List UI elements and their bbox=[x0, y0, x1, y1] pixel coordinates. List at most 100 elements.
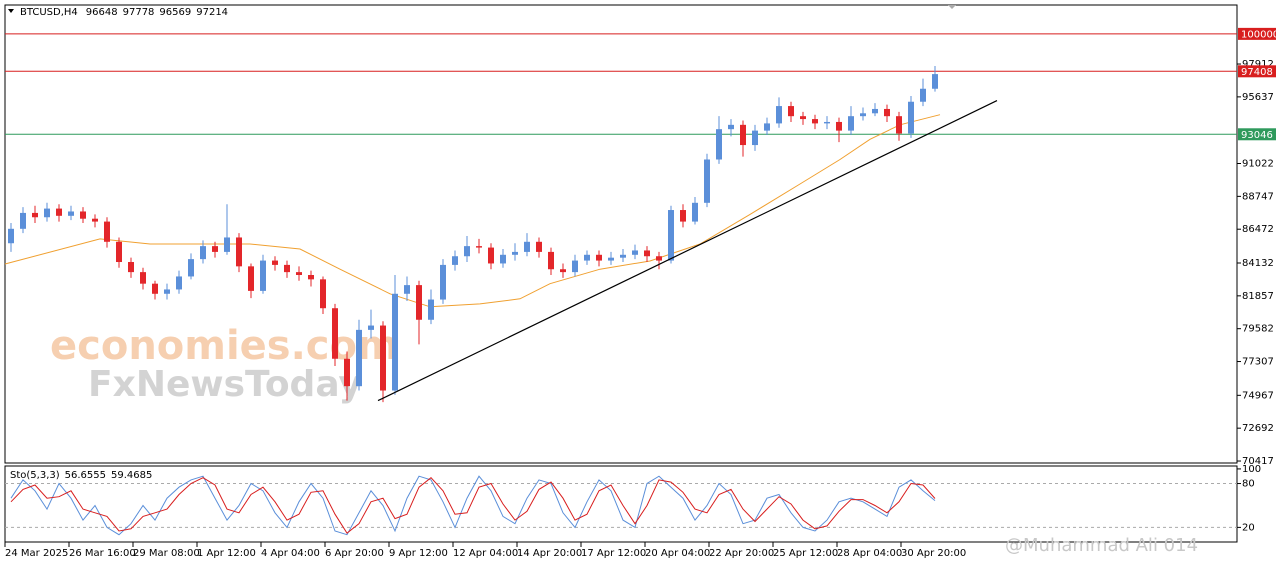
candle-body bbox=[404, 285, 410, 294]
candle-body bbox=[572, 260, 578, 273]
candle-body bbox=[812, 119, 818, 124]
y-tick-label: 74967 bbox=[1242, 390, 1274, 401]
x-tick-label: 24 Mar 2025 bbox=[5, 548, 68, 559]
chart-header: BTCUSD,H4 96648 97778 96569 97214 bbox=[20, 7, 228, 18]
candle-body bbox=[104, 221, 110, 242]
candle-body bbox=[164, 289, 170, 294]
candle-body bbox=[356, 329, 362, 387]
header-close: 97214 bbox=[196, 7, 228, 18]
watermark: FxNewsToday bbox=[88, 364, 362, 405]
candle-body bbox=[656, 256, 662, 261]
candle-body bbox=[200, 246, 206, 260]
candle-body bbox=[560, 269, 566, 273]
candle-body bbox=[644, 250, 650, 257]
x-tick-label: 29 Mar 08:00 bbox=[133, 548, 200, 559]
x-tick-label: 26 Mar 16:00 bbox=[69, 548, 136, 559]
candle-body bbox=[56, 208, 62, 216]
x-tick-label: 30 Apr 20:00 bbox=[901, 548, 966, 559]
y-tick-label: 86472 bbox=[1242, 224, 1274, 235]
candle-body bbox=[884, 108, 890, 117]
x-tick-label: 6 Apr 20:00 bbox=[325, 548, 384, 559]
x-tick-label: 20 Apr 04:00 bbox=[645, 548, 710, 559]
indicator-signal: 59.4685 bbox=[111, 470, 152, 481]
level-label-box bbox=[1238, 27, 1276, 40]
candle-body bbox=[464, 246, 470, 257]
y-tick-label: 100 bbox=[1242, 464, 1261, 475]
candle-body bbox=[152, 283, 158, 294]
indicator-main: 56.6555 bbox=[65, 470, 106, 481]
y-tick-label: 97912 bbox=[1242, 59, 1274, 70]
header-low: 96569 bbox=[159, 7, 191, 18]
candle-body bbox=[800, 116, 806, 120]
candle-body bbox=[92, 218, 98, 222]
level-label: 93046 bbox=[1241, 130, 1273, 141]
level-label-box bbox=[1238, 128, 1276, 141]
candle-body bbox=[428, 299, 434, 320]
candle-body bbox=[608, 257, 614, 261]
candle-body bbox=[260, 260, 266, 291]
moving-average bbox=[4, 114, 941, 308]
indicator-line bbox=[10, 477, 936, 534]
level-label-box bbox=[1238, 65, 1276, 78]
header-high: 97778 bbox=[123, 7, 155, 18]
y-tick-label: 91022 bbox=[1242, 159, 1274, 170]
candle-body bbox=[776, 106, 782, 124]
candle-body bbox=[764, 123, 770, 131]
candle-body bbox=[176, 276, 182, 290]
candle-body bbox=[620, 254, 626, 258]
candle-body bbox=[668, 210, 674, 261]
x-tick-label: 25 Apr 12:00 bbox=[773, 548, 838, 559]
indicator-name: Sto(5,3,3) bbox=[10, 470, 60, 481]
candle-body bbox=[584, 254, 590, 261]
indicator-header: Sto(5,3,3) 56.6555 59.4685 bbox=[10, 470, 152, 481]
candle-body bbox=[788, 106, 794, 117]
candle-body bbox=[452, 256, 458, 265]
candle-body bbox=[728, 124, 734, 130]
candle-body bbox=[596, 254, 602, 261]
candle-body bbox=[128, 262, 134, 273]
y-tick-label: 77307 bbox=[1242, 357, 1274, 368]
candle-body bbox=[872, 108, 878, 114]
x-tick-label: 28 Apr 04:00 bbox=[837, 548, 902, 559]
candle-body bbox=[320, 279, 326, 309]
shift-marker bbox=[948, 5, 956, 9]
candle-body bbox=[212, 246, 218, 252]
candle-body bbox=[488, 247, 494, 264]
x-tick-label: 1 Apr 12:00 bbox=[197, 548, 256, 559]
y-tick-label: 88747 bbox=[1242, 191, 1274, 202]
candle-body bbox=[632, 250, 638, 255]
y-tick-label: 84132 bbox=[1242, 258, 1274, 269]
candle-body bbox=[704, 159, 710, 203]
candle-body bbox=[512, 251, 518, 255]
level-label: 97408 bbox=[1241, 67, 1273, 78]
candle-body bbox=[524, 241, 530, 252]
candle-body bbox=[296, 272, 302, 276]
candle-body bbox=[692, 202, 698, 222]
collapse-arrow[interactable] bbox=[8, 9, 14, 13]
candle-body bbox=[44, 208, 50, 218]
trendline bbox=[377, 100, 998, 402]
symbol: BTCUSD,H4 bbox=[20, 7, 78, 18]
price-panel bbox=[4, 4, 1238, 464]
candle-body bbox=[188, 259, 194, 277]
candle-body bbox=[680, 210, 686, 222]
credit: @Muhammad Ali 014 bbox=[1005, 535, 1198, 556]
y-tick-label: 80 bbox=[1242, 479, 1255, 490]
candle-body bbox=[740, 124, 746, 146]
candle-body bbox=[116, 241, 122, 263]
y-tick-label: 79582 bbox=[1242, 324, 1274, 335]
indicator-panel bbox=[4, 465, 1238, 543]
watermark: economies.com bbox=[50, 323, 399, 369]
candle-body bbox=[440, 264, 446, 300]
candle-body bbox=[908, 101, 914, 134]
candle-body bbox=[896, 116, 902, 134]
header-open: 96648 bbox=[86, 7, 118, 18]
candle-body bbox=[80, 211, 86, 219]
candle-body bbox=[716, 129, 722, 160]
x-tick-label: 17 Apr 12:00 bbox=[581, 548, 646, 559]
candle-body bbox=[224, 237, 230, 252]
candle-body bbox=[8, 228, 14, 244]
candle-body bbox=[308, 275, 314, 280]
